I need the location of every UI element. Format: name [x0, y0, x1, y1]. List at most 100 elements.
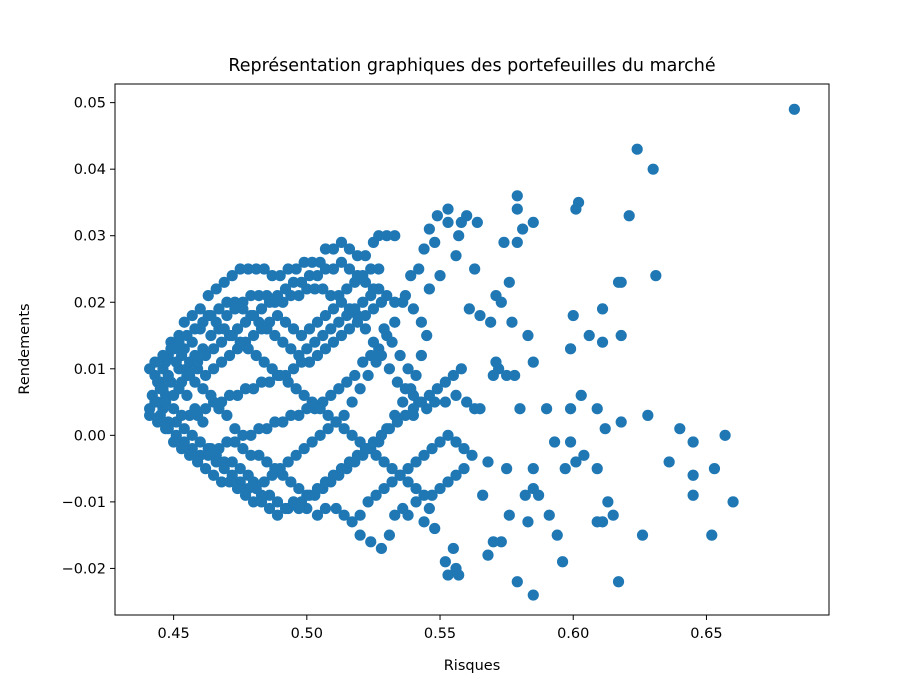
data-point: [482, 549, 494, 561]
data-point: [285, 343, 297, 355]
x-axis-label: Risques: [444, 658, 501, 674]
data-point: [447, 369, 459, 382]
data-point: [389, 230, 401, 242]
data-point: [271, 509, 284, 521]
chart-title: Représentation graphiques des portefeuil…: [228, 56, 715, 76]
data-point: [415, 396, 427, 408]
data-point: [335, 296, 348, 308]
data-point: [271, 496, 284, 508]
data-point: [234, 336, 246, 348]
data-point: [266, 469, 278, 481]
data-point: [186, 336, 198, 348]
data-point: [245, 290, 257, 302]
data-point: [503, 509, 515, 521]
data-point: [314, 429, 326, 441]
data-point: [311, 349, 324, 362]
data-point: [229, 436, 241, 448]
data-point: [402, 363, 414, 375]
data-point: [152, 416, 164, 428]
data-point: [279, 316, 292, 328]
data-point: [327, 469, 340, 481]
data-point: [295, 329, 308, 342]
data-point: [277, 336, 289, 348]
data-point: [455, 363, 467, 375]
data-point: [237, 443, 249, 455]
data-point: [509, 369, 521, 382]
data-point: [263, 489, 276, 501]
data-point: [317, 283, 329, 295]
data-point: [176, 376, 188, 388]
data-point: [386, 476, 398, 488]
data-point: [375, 542, 388, 555]
data-point: [338, 509, 350, 521]
data-point: [186, 429, 198, 441]
data-point: [708, 463, 721, 475]
data-point: [154, 383, 166, 395]
data-point: [463, 303, 475, 315]
data-point: [255, 303, 268, 315]
y-tick-label: −0.02: [62, 561, 106, 577]
data-point: [421, 329, 433, 342]
data-point: [207, 363, 220, 375]
y-tick-label: 0.05: [74, 96, 106, 112]
data-point: [194, 303, 206, 315]
data-point: [239, 489, 252, 501]
x-tick-label: 0.45: [157, 626, 189, 642]
data-point: [556, 556, 569, 568]
data-point: [453, 230, 465, 242]
data-point: [237, 303, 249, 315]
data-point: [178, 343, 190, 355]
data-point: [596, 516, 609, 528]
data-point: [367, 283, 380, 295]
data-point: [271, 290, 284, 302]
data-point: [335, 463, 348, 475]
data-point: [469, 263, 481, 275]
data-point: [365, 536, 377, 548]
data-point: [242, 343, 254, 355]
data-point: [434, 436, 446, 448]
data-point: [407, 403, 419, 415]
data-point: [242, 469, 254, 481]
data-point: [221, 296, 233, 308]
data-point: [247, 383, 260, 395]
data-point: [210, 316, 222, 328]
data-point: [423, 283, 435, 295]
data-point: [285, 476, 297, 488]
data-point: [287, 363, 300, 375]
data-point: [397, 396, 409, 408]
data-point: [157, 349, 169, 362]
data-point: [418, 489, 430, 501]
data-point: [375, 429, 388, 441]
data-point: [319, 243, 332, 255]
y-tick-label: 0.00: [74, 428, 106, 444]
data-point: [279, 283, 292, 295]
data-point: [399, 409, 411, 421]
data-point: [466, 449, 478, 461]
data-point: [501, 369, 513, 382]
data-point: [341, 283, 353, 295]
data-point: [303, 323, 316, 335]
data-point: [447, 542, 459, 555]
data-point: [615, 416, 627, 428]
data-point: [389, 316, 401, 328]
data-point: [245, 449, 257, 461]
data-point: [402, 476, 414, 488]
data-point: [290, 383, 302, 395]
data-point: [439, 556, 451, 568]
data-point: [511, 576, 523, 588]
data-point: [335, 256, 348, 268]
data-point: [386, 336, 398, 348]
data-point: [346, 429, 358, 441]
data-point: [311, 482, 324, 495]
data-point: [410, 496, 422, 508]
data-point: [591, 463, 603, 475]
data-point: [271, 309, 284, 322]
data-point: [570, 203, 582, 215]
data-point: [261, 323, 273, 335]
data-point: [341, 309, 353, 322]
data-point: [354, 529, 366, 541]
data-point: [178, 423, 190, 435]
data-point: [199, 463, 212, 475]
data-point: [234, 463, 246, 475]
